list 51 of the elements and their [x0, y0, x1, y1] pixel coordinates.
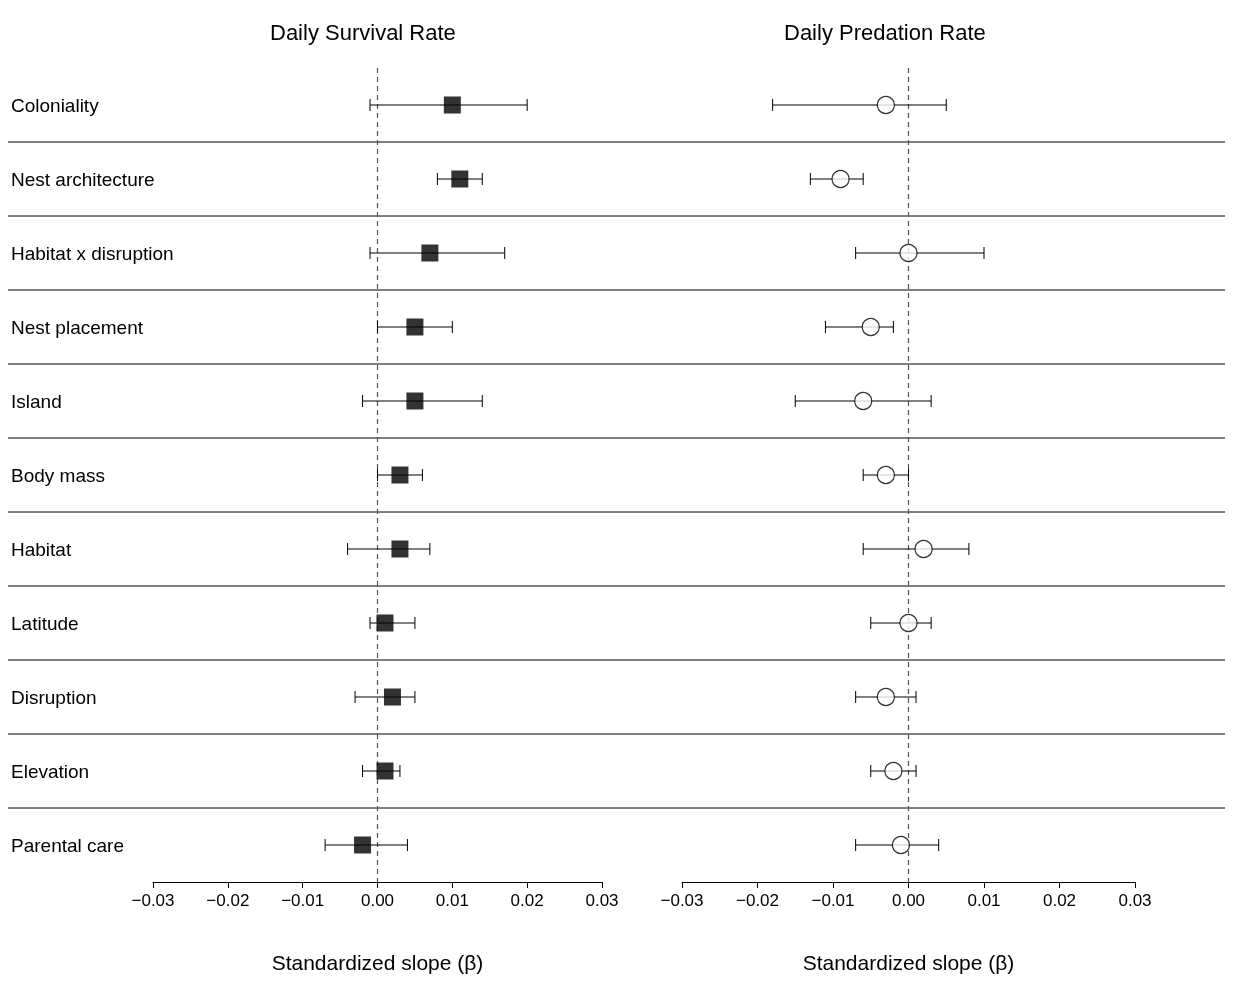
x-tick-label: −0.02 [206, 891, 250, 910]
point [914, 539, 933, 559]
point [421, 244, 439, 262]
x-tick-label: 0.01 [435, 891, 469, 910]
point [391, 466, 409, 484]
point [406, 318, 424, 336]
point [876, 465, 895, 485]
point [443, 96, 461, 114]
x-tick-label: −0.02 [735, 891, 780, 910]
y-tick-label: Parental care [11, 834, 125, 856]
point [891, 835, 911, 855]
y-tick-label: Body mass [11, 464, 105, 486]
y-tick-label: Elevation [11, 760, 90, 782]
chart-title: Daily Survival Rate [270, 19, 456, 45]
point [861, 317, 880, 337]
point [383, 688, 401, 706]
x-tick-label: 0.03 [585, 891, 619, 910]
x-tick-label: 0.00 [891, 891, 926, 910]
point [354, 836, 372, 854]
y-tick-label: Coloniality [11, 94, 100, 116]
x-tick-label: 0.00 [360, 891, 395, 910]
point [831, 169, 850, 189]
y-tick-label: Habitat x disruption [11, 242, 174, 264]
point [406, 392, 424, 410]
y-tick-label: Latitude [11, 612, 79, 634]
x-tick-label: 0.03 [1118, 891, 1152, 910]
point [376, 762, 394, 780]
point [899, 613, 918, 633]
point [451, 170, 469, 188]
x-tick-label: 0.02 [510, 891, 544, 910]
y-tick-label: Habitat [11, 538, 72, 560]
point [391, 540, 409, 558]
y-tick-label: Nest architecture [11, 168, 155, 190]
x-tick-label: −0.03 [660, 891, 704, 910]
y-tick-label: Disruption [11, 686, 97, 708]
x-axis-title: Standardized slope (β) [271, 951, 484, 974]
chart-title: Daily Predation Rate [784, 19, 986, 45]
x-tick-label: −0.03 [131, 891, 175, 910]
point [376, 614, 394, 632]
x-tick-label: −0.01 [811, 891, 855, 910]
point [899, 243, 918, 263]
x-tick-label: 0.01 [967, 891, 1001, 910]
point [884, 761, 903, 781]
point [854, 391, 873, 411]
x-axis-title: Standardized slope (β) [802, 951, 1015, 974]
point [876, 95, 895, 115]
x-tick-label: −0.01 [281, 891, 325, 910]
point [876, 687, 895, 707]
x-tick-label: 0.02 [1042, 891, 1077, 910]
y-tick-label: Island [11, 390, 62, 412]
y-tick-label: Nest placement [11, 316, 144, 338]
